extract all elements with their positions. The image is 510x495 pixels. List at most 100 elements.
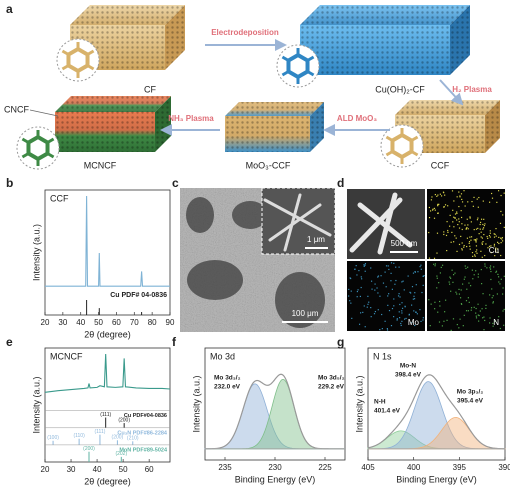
eds-dot <box>495 271 497 273</box>
strut <box>21 152 30 159</box>
eds-dot <box>445 234 448 237</box>
eds-dot <box>465 300 468 302</box>
eds-dot <box>385 265 388 267</box>
x-tick-label: 390 <box>498 463 510 472</box>
eds-dot <box>496 201 498 203</box>
eds-dot <box>461 228 463 231</box>
eds-dot <box>463 246 465 248</box>
foam-pores <box>55 96 171 112</box>
eds-dot <box>475 241 477 243</box>
eds-dot <box>466 218 468 220</box>
sample-label: MCNCF <box>84 160 117 170</box>
arrow <box>439 79 464 106</box>
eds-dot <box>434 308 436 310</box>
eds-dot <box>464 205 466 207</box>
eds-dot <box>437 203 439 205</box>
eds-dot <box>436 252 438 254</box>
eds-dot <box>366 306 368 308</box>
eds-dot <box>471 269 473 271</box>
eds-dot <box>476 252 478 254</box>
eds-dot <box>502 214 504 216</box>
sample-label: CCF <box>431 160 450 170</box>
eds-dot <box>470 309 472 311</box>
eds-dot <box>454 213 457 215</box>
x-tick-label: 405 <box>361 463 375 472</box>
eds-dot <box>428 231 430 234</box>
eds-dot <box>436 232 439 234</box>
inset <box>276 44 320 88</box>
panel-letter: c <box>172 176 179 190</box>
eds-dot <box>471 200 473 203</box>
eds-dot <box>495 270 498 272</box>
chart-label: Mo 3d <box>210 351 235 361</box>
eds-dot <box>476 249 478 251</box>
component-position: 229.2 eV <box>318 384 345 391</box>
eds-dot <box>480 283 483 285</box>
eds-dot <box>401 281 403 283</box>
panel-letter: b <box>6 176 13 190</box>
eds-dot <box>485 304 487 306</box>
eds-dot <box>458 288 460 291</box>
eds-dot <box>384 271 386 273</box>
eds-dot <box>438 282 440 284</box>
eds-dot <box>356 290 358 293</box>
eds-dot <box>482 227 485 229</box>
eds-dot <box>430 303 432 305</box>
eds-dot <box>382 282 385 284</box>
eds-dot <box>469 236 471 238</box>
x-tick-label: 40 <box>76 318 85 327</box>
step-label: Electrodeposition <box>211 28 279 37</box>
eds-dot <box>501 293 504 295</box>
eds-dot <box>386 328 388 330</box>
eds-dot <box>499 237 502 239</box>
hkl-label: (200) <box>83 446 95 452</box>
eds-dot <box>494 255 496 257</box>
eds-dot <box>385 286 387 288</box>
eds-dot <box>480 231 482 233</box>
eds-dot <box>445 299 447 301</box>
eds-dot <box>473 274 475 276</box>
eds-dot <box>420 264 422 266</box>
eds-dot <box>495 247 497 249</box>
element-label: N <box>493 318 499 327</box>
eds-dot <box>356 274 358 276</box>
eds-dot <box>397 295 400 297</box>
eds-dot <box>470 221 472 223</box>
hkl-label: (200) <box>118 417 130 423</box>
eds-dot <box>490 245 492 247</box>
eds-dot <box>411 286 414 288</box>
eds-dot <box>405 317 407 320</box>
envelope <box>367 374 506 450</box>
eds-dot <box>463 244 465 247</box>
sample-label: CF <box>144 84 156 94</box>
eds-dot <box>470 236 473 238</box>
eds-dot <box>491 288 493 290</box>
eds-dot <box>469 245 471 247</box>
eds-dot <box>503 275 505 277</box>
eds-dot <box>363 265 365 267</box>
eds-dot <box>388 309 391 312</box>
eds-dot <box>464 224 466 226</box>
eds-dot <box>452 318 455 320</box>
eds-dot <box>489 201 491 203</box>
eds-dot <box>464 276 466 278</box>
eds-dot <box>458 227 461 229</box>
eds-dot <box>428 216 431 219</box>
eds-dot <box>473 196 475 199</box>
eds-dot <box>428 299 430 301</box>
strut <box>281 70 290 77</box>
eds-dot <box>481 308 483 310</box>
eds-dot <box>476 198 478 200</box>
eds-dot <box>459 196 461 198</box>
eds-dot <box>440 266 442 269</box>
hkl-label: (110) <box>73 433 85 439</box>
strut <box>385 135 394 142</box>
eds-dot <box>438 203 440 205</box>
eds-dot <box>491 197 494 199</box>
eds-dot <box>501 240 504 242</box>
eds-dot <box>475 312 477 314</box>
eds-dot <box>443 231 445 233</box>
eds-dot <box>478 314 480 317</box>
eds-dot <box>422 275 424 277</box>
